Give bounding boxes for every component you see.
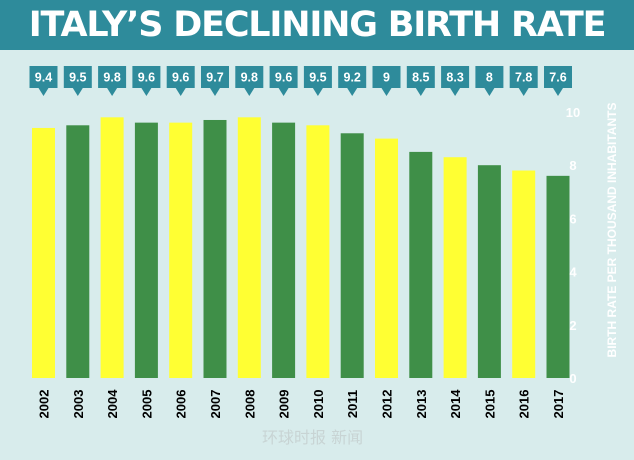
year-label-2013: 2013 (414, 390, 429, 419)
year-label-2011: 2011 (345, 390, 360, 418)
y-tick-label: 8 (569, 158, 576, 173)
data-label-box-2007 (201, 66, 229, 96)
data-label-2011: 9.2 (344, 71, 361, 85)
bar-2005 (134, 122, 158, 378)
y-tick-label: 6 (569, 211, 576, 226)
data-label-2015: 8 (486, 71, 493, 85)
year-label-2003: 2003 (71, 390, 86, 419)
bar-2015 (477, 165, 501, 378)
data-label-box-2009 (269, 66, 298, 96)
data-label-2010: 9.5 (309, 71, 326, 85)
bar-2004 (100, 117, 124, 378)
bar-2003 (66, 125, 90, 378)
year-label-2010: 2010 (311, 390, 326, 419)
chart-title: ITALY’S DECLINING BIRTH RATE (28, 5, 607, 45)
data-label-box-2002 (29, 66, 58, 96)
data-label-2003: 9.5 (69, 71, 86, 85)
year-label-2012: 2012 (380, 390, 395, 419)
data-label-2005: 9.6 (138, 71, 155, 85)
data-label-box-2016 (509, 66, 538, 96)
bar-2007 (203, 119, 227, 378)
year-label-2014: 2014 (448, 389, 463, 419)
data-label-2017: 7.6 (549, 71, 566, 85)
data-label-2012: 9 (383, 71, 390, 85)
data-label-box-2010 (303, 66, 332, 96)
year-label-2017: 2017 (551, 390, 566, 419)
data-label-2006: 9.6 (172, 71, 189, 85)
data-label-2007: 9.7 (206, 71, 223, 85)
bar-2011 (340, 133, 364, 378)
bar-chart: 9.420029.520039.820049.620059.620069.720… (29, 66, 619, 419)
bar-2012 (375, 138, 398, 378)
data-label-2002: 9.4 (35, 71, 52, 85)
year-label-2006: 2006 (174, 390, 189, 419)
data-label-box-2017 (544, 66, 572, 96)
y-tick-label: 2 (569, 318, 576, 333)
year-label-2007: 2007 (208, 390, 223, 419)
data-label-box-2011 (338, 66, 367, 96)
y-tick-label: 0 (569, 371, 576, 386)
bar-2008 (237, 117, 261, 378)
year-label-2005: 2005 (139, 390, 154, 419)
data-label-2016: 7.8 (515, 71, 532, 85)
data-label-box-2005 (132, 66, 161, 96)
bar-2006 (169, 122, 193, 378)
bar-2002 (32, 127, 55, 379)
bar-2013 (409, 151, 433, 378)
data-label-2014: 8.3 (446, 71, 463, 85)
bar-2010 (306, 125, 330, 378)
year-label-2008: 2008 (242, 390, 257, 419)
data-label-box-2014 (441, 66, 470, 96)
year-label-2009: 2009 (277, 390, 292, 419)
year-label-2015: 2015 (482, 390, 497, 419)
y-axis-title: BIRTH RATE PER THOUSAND INHABITANTS (605, 103, 619, 358)
title-banner (0, 0, 634, 50)
y-tick-label: 4 (569, 265, 577, 280)
data-label-box-2004 (98, 66, 127, 96)
year-label-2016: 2016 (517, 390, 532, 419)
data-label-2009: 9.6 (275, 71, 292, 85)
bar-2016 (512, 170, 536, 378)
data-label-2008: 9.8 (241, 71, 258, 85)
bar-2009 (272, 122, 296, 378)
data-label-2013: 8.5 (412, 71, 429, 85)
data-label-box-2012 (372, 66, 401, 96)
y-tick-label: 10 (566, 105, 580, 120)
year-label-2002: 2002 (37, 390, 52, 419)
watermark: 环球时报 新闻 (262, 428, 364, 447)
data-label-box-2008 (235, 66, 264, 96)
data-label-box-2006 (166, 66, 195, 96)
data-label-box-2015 (475, 66, 504, 96)
bar-2014 (443, 157, 467, 378)
year-label-2004: 2004 (105, 389, 120, 419)
data-label-box-2003 (63, 66, 92, 96)
data-label-2004: 9.8 (103, 71, 120, 85)
bar-2017 (546, 175, 570, 378)
data-label-box-2013 (406, 66, 435, 96)
